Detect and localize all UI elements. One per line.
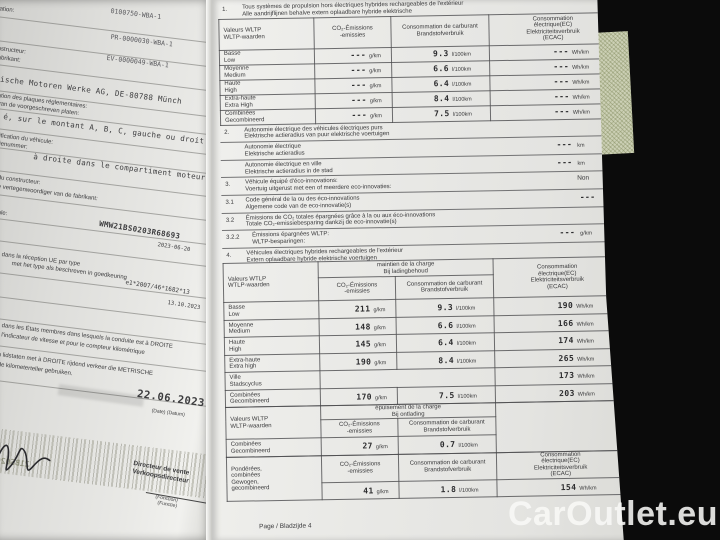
wltp-table-phev-charge-sustaining: Valeurs WTLP WTLP-waarden maintien de la … xyxy=(223,256,624,408)
row-value: --- g/km xyxy=(559,227,593,238)
cell-fuel: 9.3 l/100km xyxy=(391,45,490,63)
coc-page-4: 1. Tous systèmes de propulsion hors élec… xyxy=(212,0,624,540)
header-ec: Consommation électrique(EC) Elektriciteit… xyxy=(496,450,624,480)
cell-fuel: 9.3 l/100km xyxy=(395,298,494,318)
cell-fuel: 8.4 l/100km xyxy=(392,90,491,108)
header-co2: CO₂-Émissions -emissies xyxy=(318,276,396,302)
caroutlet-watermark: CarOutlet.eu xyxy=(507,495,718,533)
signature-date: 22.06.2023 xyxy=(136,388,206,410)
row-label: Extra-haute Extra High xyxy=(220,93,316,111)
print-through-smudge xyxy=(57,384,145,407)
stamp-code: 0100750-WBA-1 xyxy=(110,6,162,22)
cell-co2: 148 g/km xyxy=(319,317,397,337)
section-number: 3. xyxy=(225,182,231,189)
header-fuel: Consommation de carburant Brandstofverbru… xyxy=(397,417,497,437)
cell-co2: 41 g/km xyxy=(321,481,400,501)
header-fuel: Consommation de carburant Brandstofverbru… xyxy=(395,275,494,300)
cell-ec: --- Wh/km xyxy=(490,103,619,121)
cell-co2: --- g/km xyxy=(314,77,393,94)
row-label: Basse Low xyxy=(219,48,315,66)
cell-fuel: 7.5 l/100km xyxy=(392,105,491,123)
date-value: 13.10.2023 xyxy=(167,300,201,312)
row-label-weighted: Pondérées, combinées Gewogen, gecombineerd xyxy=(226,455,323,502)
header-wltp: Valeurs WLTP WLTP-waarden xyxy=(218,17,315,51)
cell-fuel: 1.8 l/100km xyxy=(398,479,498,499)
date-caption: (Date) (Datum) xyxy=(151,408,186,419)
cell-ec: 190 Wh/km xyxy=(493,295,622,316)
cell-fuel: 6.4 l/100km xyxy=(396,333,495,353)
row-label: Basse Low xyxy=(223,301,320,321)
left-document-page: ration: 0100750-WBA-1 PR-0000030-WBA-1 E… xyxy=(0,0,219,540)
stamp-code: PR-0000030-WBA-1 xyxy=(110,32,174,49)
cell-ec: 173 Wh/km xyxy=(494,365,624,386)
cell-co2: 190 g/km xyxy=(319,352,397,372)
section-number: 2. xyxy=(224,129,230,136)
field-label-fragment: nstructeur: xyxy=(0,46,27,56)
row-value: --- km xyxy=(556,157,585,167)
header-co2: CO₂-Émissions -emissies xyxy=(321,454,399,483)
cell-co2: 211 g/km xyxy=(318,299,397,319)
header-wltp: Valeurs WLTP WLTP-waarden xyxy=(225,406,322,440)
wltp-table-all-powertrains: Valeurs WLTP WLTP-waarden CO₂-Émissions -e… xyxy=(218,12,619,126)
cell-co2: 27 g/km xyxy=(321,436,399,456)
row-label: Haute High xyxy=(224,336,320,356)
cell-co2: 170 g/km xyxy=(320,387,398,407)
cell-ec: 265 Wh/km xyxy=(494,348,623,369)
section-number: 3.2.2 xyxy=(226,234,240,242)
field-label-fragment: ration: xyxy=(0,6,15,14)
section-number: 4. xyxy=(226,252,232,259)
header-fuel: Consommation de carburant Brandstofverbru… xyxy=(390,14,490,48)
row-label: Moyenne Medium xyxy=(219,63,315,81)
field-label-fragment: ule: xyxy=(0,210,8,218)
cell-fuel: 6.6 l/100km xyxy=(391,60,490,78)
cell-co2: --- g/km xyxy=(314,62,392,79)
vin-number: WMW21BS0203R68693 xyxy=(98,219,181,241)
type-approval-number: e1*2007/46*1682*13 xyxy=(124,279,191,297)
cell-fuel: 6.6 l/100km xyxy=(396,315,495,335)
spacer xyxy=(221,161,245,164)
cell-fuel: 6.4 l/100km xyxy=(391,75,491,93)
section-number: 1. xyxy=(222,6,228,13)
ruled-line xyxy=(0,296,219,325)
row-label: Ville Stadscyclus xyxy=(224,371,321,391)
field-label-fragment: abrikant: xyxy=(0,55,21,64)
cell-co2: --- g/km xyxy=(314,47,392,64)
spacer xyxy=(220,144,244,147)
row-label: Extra-haute Extra high xyxy=(224,353,320,373)
row-label: Combinées Gecombineerd xyxy=(220,108,316,126)
cell-fuel: 8.4 l/100km xyxy=(396,350,495,370)
row-value: Non xyxy=(577,174,590,183)
header-wtlp: Valeurs WTLP WTLP-waarden xyxy=(223,262,319,303)
cell-co2: 145 g/km xyxy=(319,334,397,354)
row-label: Haute High xyxy=(219,78,316,96)
ruled-line xyxy=(0,194,219,223)
header-co2: CO₂-Émissions -emissies xyxy=(320,418,399,439)
section-number: 3.1 xyxy=(225,199,234,206)
cell-ec: 174 Wh/km xyxy=(494,330,623,351)
row-value: --- xyxy=(579,192,596,202)
cell-co2: --- g/km xyxy=(315,107,393,124)
page-edge xyxy=(206,0,213,540)
header-co2: CO₂-Émissions -emissies xyxy=(313,16,392,49)
header-ec: Consommation électrique(EC) Elektriciteit… xyxy=(488,12,618,46)
header-ec: Consommation électrique(EC) Elektriciteit… xyxy=(493,256,622,299)
row-label: Moyenne Medium xyxy=(224,318,320,338)
handwritten-signature xyxy=(0,444,51,475)
stamp-code: EV-0000049-WBA-1 xyxy=(106,53,170,70)
header-fuel: Consommation de carburant Brandstofverbru… xyxy=(398,452,497,482)
section-number: 3.2 xyxy=(225,217,235,224)
cell-empty xyxy=(495,400,624,453)
cell-co2: --- g/km xyxy=(315,92,393,109)
wltp-table-phev-charge-depleting: Valeurs WLTP WLTP-waarden épuisement de l… xyxy=(225,400,624,458)
date-value: 2023-06-20 xyxy=(157,242,191,254)
field-label-fragment: e vertegenwoordiger van de fabrikant: xyxy=(0,184,98,203)
cell-ec: 166 Wh/km xyxy=(493,313,623,334)
